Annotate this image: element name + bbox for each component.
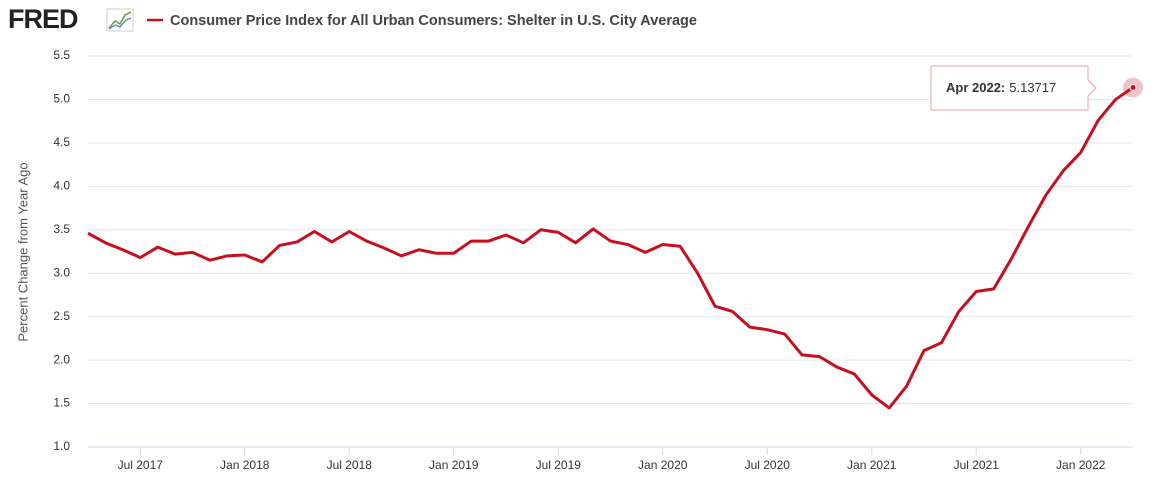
- x-tick-label: Jul 2020: [745, 458, 791, 472]
- x-tick-label: Jul 2021: [954, 458, 1000, 472]
- y-tick-label: 4.5: [53, 135, 70, 149]
- x-tick-label: Jul 2018: [327, 458, 373, 472]
- y-tick-label: 5.5: [53, 48, 70, 62]
- x-tick-label: Jan 2019: [429, 458, 479, 472]
- tooltip: Apr 2022: 5.13717: [930, 65, 1097, 111]
- tooltip-date: Apr 2022:: [946, 80, 1005, 95]
- y-tick-label: 2.5: [53, 309, 70, 323]
- data-line: [87, 86, 1134, 410]
- y-tick-label: 2.0: [53, 352, 70, 366]
- y-tick-label: 1.5: [53, 396, 70, 410]
- y-tick-label: 4.0: [53, 179, 70, 193]
- logo: FRED: [8, 4, 78, 34]
- logo-icon: [106, 8, 134, 32]
- tooltip-text: Apr 2022: 5.13717: [946, 80, 1056, 95]
- y-tick-label: 5.0: [53, 92, 70, 106]
- x-tick-label: Jul 2017: [118, 458, 164, 472]
- x-tick-label: Jan 2021: [847, 458, 897, 472]
- y-tick-label: 1.0: [53, 439, 70, 453]
- x-tick-label: Jan 2018: [220, 458, 270, 472]
- x-tick-label: Jan 2022: [1056, 458, 1106, 472]
- chart-title: Consumer Price Index for All Urban Consu…: [170, 13, 697, 29]
- x-tick-label: Jul 2019: [536, 458, 582, 472]
- y-axis-label: Percent Change from Year Ago: [15, 162, 30, 341]
- tooltip-value: 5.13717: [1009, 80, 1056, 95]
- x-tick-label: Jan 2020: [638, 458, 688, 472]
- tooltip-box: [930, 65, 1097, 111]
- hover-marker: [1129, 84, 1137, 92]
- y-tick-label: 3.0: [53, 265, 70, 279]
- y-tick-label: 3.5: [53, 222, 70, 236]
